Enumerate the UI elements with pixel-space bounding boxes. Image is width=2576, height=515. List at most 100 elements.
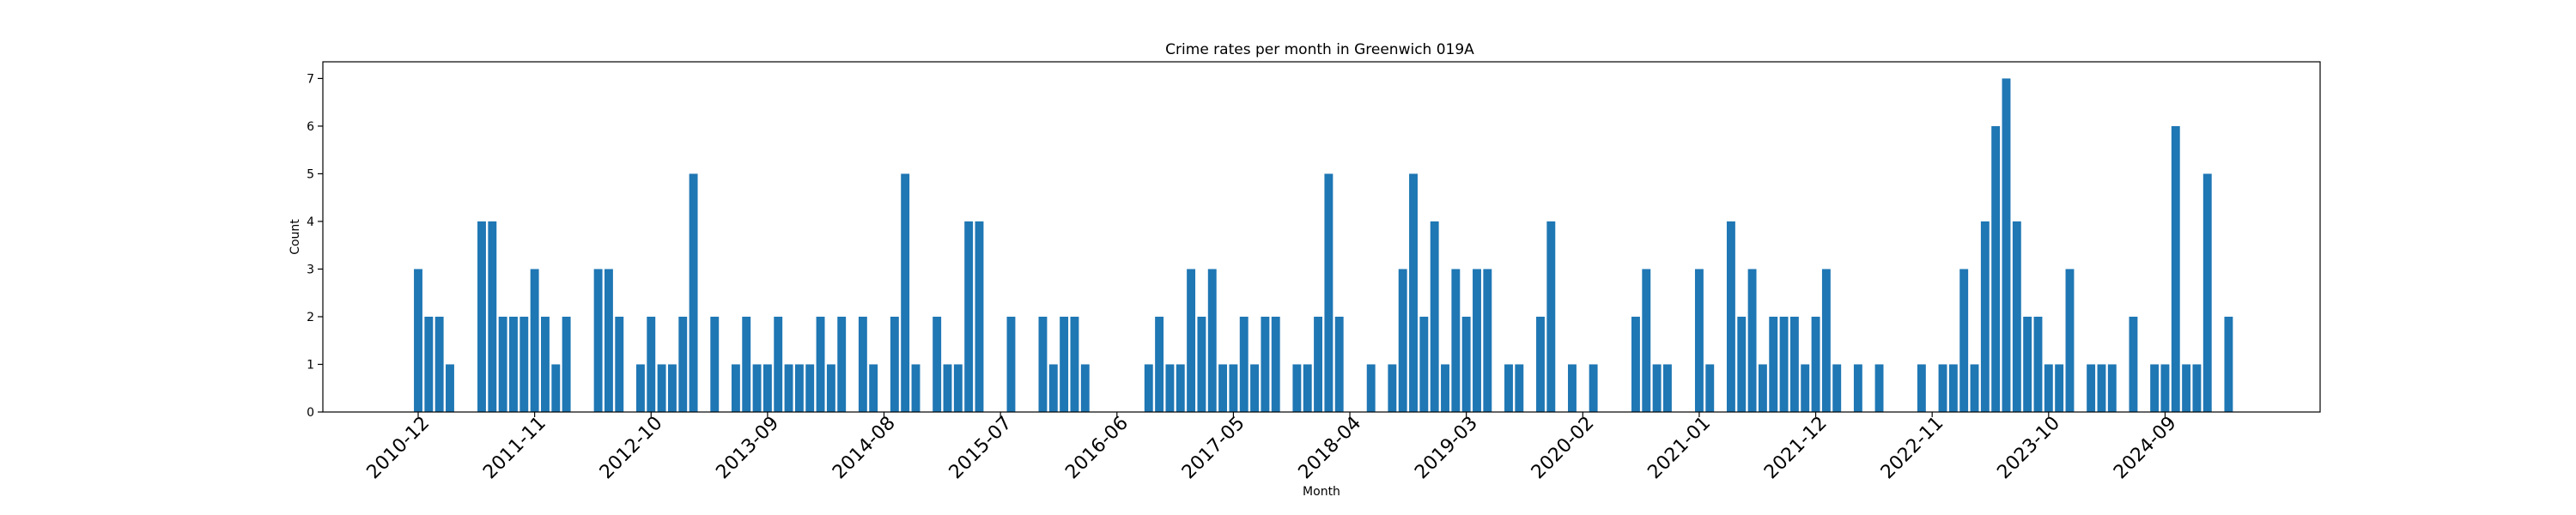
x-tick-label-2012-10: 2012-10 <box>596 413 667 484</box>
bars-group <box>414 78 2233 413</box>
bar-2016-09 <box>1144 364 1153 412</box>
bar-2024-04 <box>2107 364 2117 412</box>
bar-2013-09 <box>762 364 772 412</box>
bar-2022-10 <box>1917 364 1926 412</box>
y-tick-label-2: 2 <box>307 311 314 324</box>
bar-2017-05 <box>1229 364 1238 412</box>
bar-2023-01 <box>1948 364 1958 412</box>
bar-2014-03 <box>826 364 835 412</box>
bar-2017-12 <box>1303 364 1312 412</box>
bar-2012-12 <box>667 364 677 412</box>
x-tick-label-2011-11: 2011-11 <box>479 413 550 484</box>
bar-2022-01 <box>1821 269 1831 412</box>
bar-2013-12 <box>794 364 804 412</box>
bar-2018-08 <box>1388 364 1397 412</box>
bar-2016-03 <box>1080 364 1090 412</box>
bar-2016-12 <box>1176 364 1185 412</box>
bar-2018-11 <box>1419 316 1429 412</box>
bar-2021-02 <box>1705 364 1715 412</box>
bar-2020-03 <box>1589 364 1598 412</box>
bar-2011-08 <box>498 316 507 412</box>
x-tick-label-2020-02: 2020-02 <box>1528 413 1599 484</box>
y-tick-label-7: 7 <box>307 72 314 86</box>
bar-2013-10 <box>774 316 783 412</box>
bar-2011-01 <box>424 316 434 412</box>
bar-2023-07 <box>2012 221 2021 412</box>
bar-2023-05 <box>1991 125 2001 412</box>
x-tick-label-2013-09: 2013-09 <box>712 413 783 484</box>
bar-2018-12 <box>1430 221 1439 412</box>
bar-2018-01 <box>1314 316 1322 412</box>
bar-2022-06 <box>1874 364 1884 412</box>
bar-2023-08 <box>2023 316 2032 412</box>
bar-2019-05 <box>1483 269 1492 412</box>
bar-2020-08 <box>1642 269 1651 412</box>
bar-2010-12 <box>414 269 422 412</box>
bar-2014-10 <box>901 173 910 412</box>
bar-2012-07 <box>615 316 624 412</box>
bar-2017-11 <box>1292 364 1302 412</box>
bar-2018-06 <box>1366 364 1376 412</box>
x-tick-label-2021-12: 2021-12 <box>1760 413 1832 484</box>
bar-2023-06 <box>2002 78 2011 413</box>
bar-2012-06 <box>604 269 613 412</box>
y-tick-label-1: 1 <box>307 358 314 372</box>
bar-2012-05 <box>593 269 603 412</box>
bar-2011-06 <box>477 221 486 412</box>
bar-2016-02 <box>1070 316 1079 412</box>
bar-2024-12 <box>2192 364 2202 412</box>
bar-2011-07 <box>488 221 497 412</box>
x-tick-label-2017-05: 2017-05 <box>1178 413 1249 484</box>
bar-2024-09 <box>2160 364 2170 412</box>
bar-2014-11 <box>911 364 920 412</box>
bar-2018-03 <box>1334 316 1344 412</box>
x-axis-label: Month <box>1303 485 1340 499</box>
bar-2012-01 <box>551 364 561 412</box>
x-tick-label-2021-01: 2021-01 <box>1643 413 1715 484</box>
bar-2018-02 <box>1324 173 1334 412</box>
y-axis-label: Count <box>289 219 302 255</box>
bar-2012-11 <box>657 364 666 412</box>
bar-2025-03 <box>2224 316 2233 412</box>
bar-2015-01 <box>933 316 942 412</box>
bar-2017-04 <box>1218 364 1228 412</box>
bar-2021-05 <box>1737 316 1747 412</box>
x-tick-label-2023-10: 2023-10 <box>1993 413 2064 484</box>
x-tick-label-2018-04: 2018-04 <box>1295 413 1366 484</box>
bar-2024-06 <box>2129 316 2138 412</box>
bar-2014-09 <box>890 316 899 412</box>
bar-2014-02 <box>816 316 825 412</box>
bar-2017-07 <box>1250 364 1260 412</box>
bar-2022-12 <box>1938 364 1947 412</box>
bar-2015-08 <box>1006 316 1016 412</box>
bar-2019-03 <box>1461 316 1471 412</box>
bar-2023-12 <box>2065 269 2075 412</box>
y-tick-label-3: 3 <box>307 263 314 276</box>
bar-2011-11 <box>530 269 539 412</box>
bar-2011-09 <box>509 316 518 412</box>
bar-2013-11 <box>784 364 793 412</box>
bar-2020-10 <box>1662 364 1672 412</box>
y-tick-label-5: 5 <box>307 167 314 181</box>
bar-2025-01 <box>2202 173 2212 412</box>
bar-2017-03 <box>1207 269 1217 412</box>
bar-2015-11 <box>1038 316 1048 412</box>
bar-2011-02 <box>434 316 444 412</box>
bar-2017-09 <box>1271 316 1280 412</box>
bar-2011-12 <box>541 316 550 412</box>
bar-2020-09 <box>1652 364 1662 412</box>
bar-2023-03 <box>1970 364 1979 412</box>
x-tick-label-2014-08: 2014-08 <box>829 413 900 484</box>
bar-2015-02 <box>943 364 952 412</box>
y-axis: 0 1 2 3 4 5 6 7 <box>307 72 323 420</box>
bar-2021-06 <box>1747 269 1757 412</box>
bar-2016-11 <box>1165 364 1175 412</box>
bar-2014-04 <box>837 316 847 412</box>
bar-2021-11 <box>1801 364 1810 412</box>
x-axis: 2010-12 2011-11 2012-10 2013-09 2014-08 2015-… <box>363 412 2181 483</box>
bar-2012-10 <box>647 316 656 412</box>
bar-2013-01 <box>678 316 688 412</box>
bar-2015-05 <box>975 221 984 412</box>
bar-2013-08 <box>752 364 762 412</box>
